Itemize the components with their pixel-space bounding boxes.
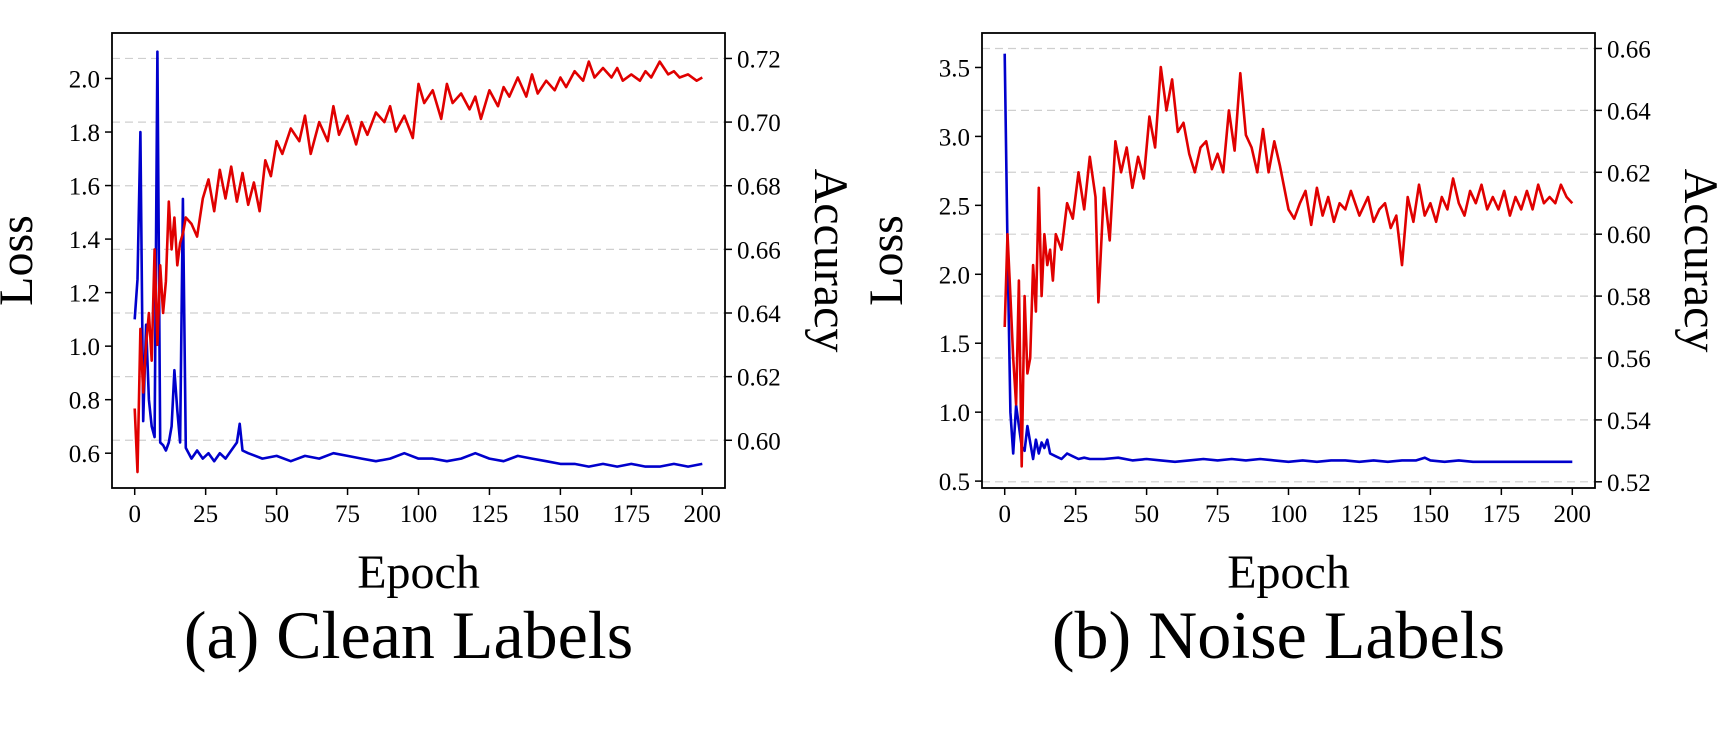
y2-tick-label: 0.56 — [1607, 346, 1651, 373]
y2-tick-label: 0.64 — [1607, 98, 1651, 125]
panel-a-lines — [133, 50, 703, 474]
y-tick-label: 0.6 — [69, 441, 100, 468]
y-tick-label: 3.0 — [939, 124, 970, 151]
panel-b-y2label: Accuracy — [1674, 169, 1727, 353]
panel-a-xlabel: Epoch — [357, 546, 480, 599]
y-tick-label: 3.5 — [939, 55, 970, 82]
panel-a-axes-frame — [111, 32, 726, 489]
y-tick-label: 2.0 — [939, 262, 970, 289]
loss-series-line — [133, 50, 703, 468]
x-tick-label: 125 — [1341, 501, 1379, 528]
y2-tick-label: 0.60 — [1607, 222, 1651, 249]
panel-b-lines — [1003, 53, 1574, 468]
y2-tick-label: 0.66 — [737, 237, 781, 264]
x-tick-label: 25 — [1063, 501, 1088, 528]
y2-tick-label: 0.70 — [737, 110, 781, 137]
x-tick-label: 0 — [998, 501, 1011, 528]
y-tick-label: 1.2 — [69, 281, 100, 308]
y2-tick-label: 0.72 — [737, 46, 781, 73]
x-tick-label: 0 — [128, 501, 141, 528]
x-tick-label: 75 — [1205, 501, 1230, 528]
x-tick-label: 100 — [1270, 501, 1308, 528]
x-tick-label: 200 — [1554, 501, 1592, 528]
y2-tick-label: 0.60 — [737, 428, 781, 455]
accuracy-series-line — [1003, 65, 1574, 468]
y2-tick-label: 0.52 — [1607, 470, 1651, 497]
panel-b-caption: (b) Noise Labels — [1052, 597, 1505, 673]
y-tick-label: 2.0 — [69, 67, 100, 94]
y-tick-label: 1.0 — [939, 400, 970, 427]
panel-a-grid — [112, 57, 725, 441]
x-tick-label: 150 — [1412, 501, 1450, 528]
y2-tick-label: 0.64 — [737, 301, 781, 328]
x-tick-label: 75 — [335, 501, 360, 528]
x-tick-label: 50 — [264, 501, 289, 528]
y-tick-label: 1.6 — [69, 174, 100, 201]
y2-tick-label: 0.62 — [737, 365, 781, 392]
y2-tick-label: 0.58 — [1607, 284, 1651, 311]
x-tick-label: 125 — [471, 501, 509, 528]
panel-b-ticks: 0 25 50 75 100 125 150 175 200 0.5 1.0 1.5 2.0 2.5 3.0… — [939, 36, 1652, 528]
panel-a-y2label: Accuracy — [804, 169, 857, 353]
y2-tick-label: 0.66 — [1607, 36, 1651, 63]
panel-b-grid — [982, 47, 1595, 483]
y-tick-label: 1.8 — [69, 120, 100, 147]
y2-tick-label: 0.54 — [1607, 408, 1651, 435]
panel-b-ylabel: Loss — [860, 215, 913, 306]
accuracy-series-line — [133, 60, 703, 474]
x-tick-label: 200 — [684, 501, 722, 528]
x-tick-label: 175 — [1483, 501, 1521, 528]
x-tick-label: 25 — [193, 501, 218, 528]
y-tick-label: 1.0 — [69, 334, 100, 361]
panel-b: 0 25 50 75 100 125 150 175 200 0.5 1.0 1.5 2.0 2.5 3.0… — [860, 32, 1727, 673]
y-tick-label: 1.5 — [939, 331, 970, 358]
panel-a: 0 25 50 75 100 125 150 175 200 0.6 0.8 1.0 1.2 1.4 1.6… — [0, 32, 857, 673]
x-tick-label: 150 — [542, 501, 580, 528]
y-tick-label: 0.8 — [69, 388, 100, 415]
y-tick-label: 2.5 — [939, 193, 970, 220]
x-tick-label: 175 — [613, 501, 651, 528]
panel-b-xlabel: Epoch — [1227, 546, 1350, 599]
x-tick-label: 100 — [400, 501, 438, 528]
y-tick-label: 1.4 — [69, 227, 101, 254]
panel-a-ticks: 0 25 50 75 100 125 150 175 200 0.6 0.8 1.0 1.2 1.4 1.6… — [69, 46, 782, 528]
loss-series-line — [1003, 53, 1573, 464]
y-tick-label: 0.5 — [939, 469, 970, 496]
x-tick-label: 50 — [1134, 501, 1159, 528]
y2-tick-label: 0.68 — [737, 174, 781, 201]
y2-tick-label: 0.62 — [1607, 160, 1651, 187]
panel-a-ylabel: Loss — [0, 215, 43, 306]
panel-a-caption: (a) Clean Labels — [184, 597, 633, 673]
